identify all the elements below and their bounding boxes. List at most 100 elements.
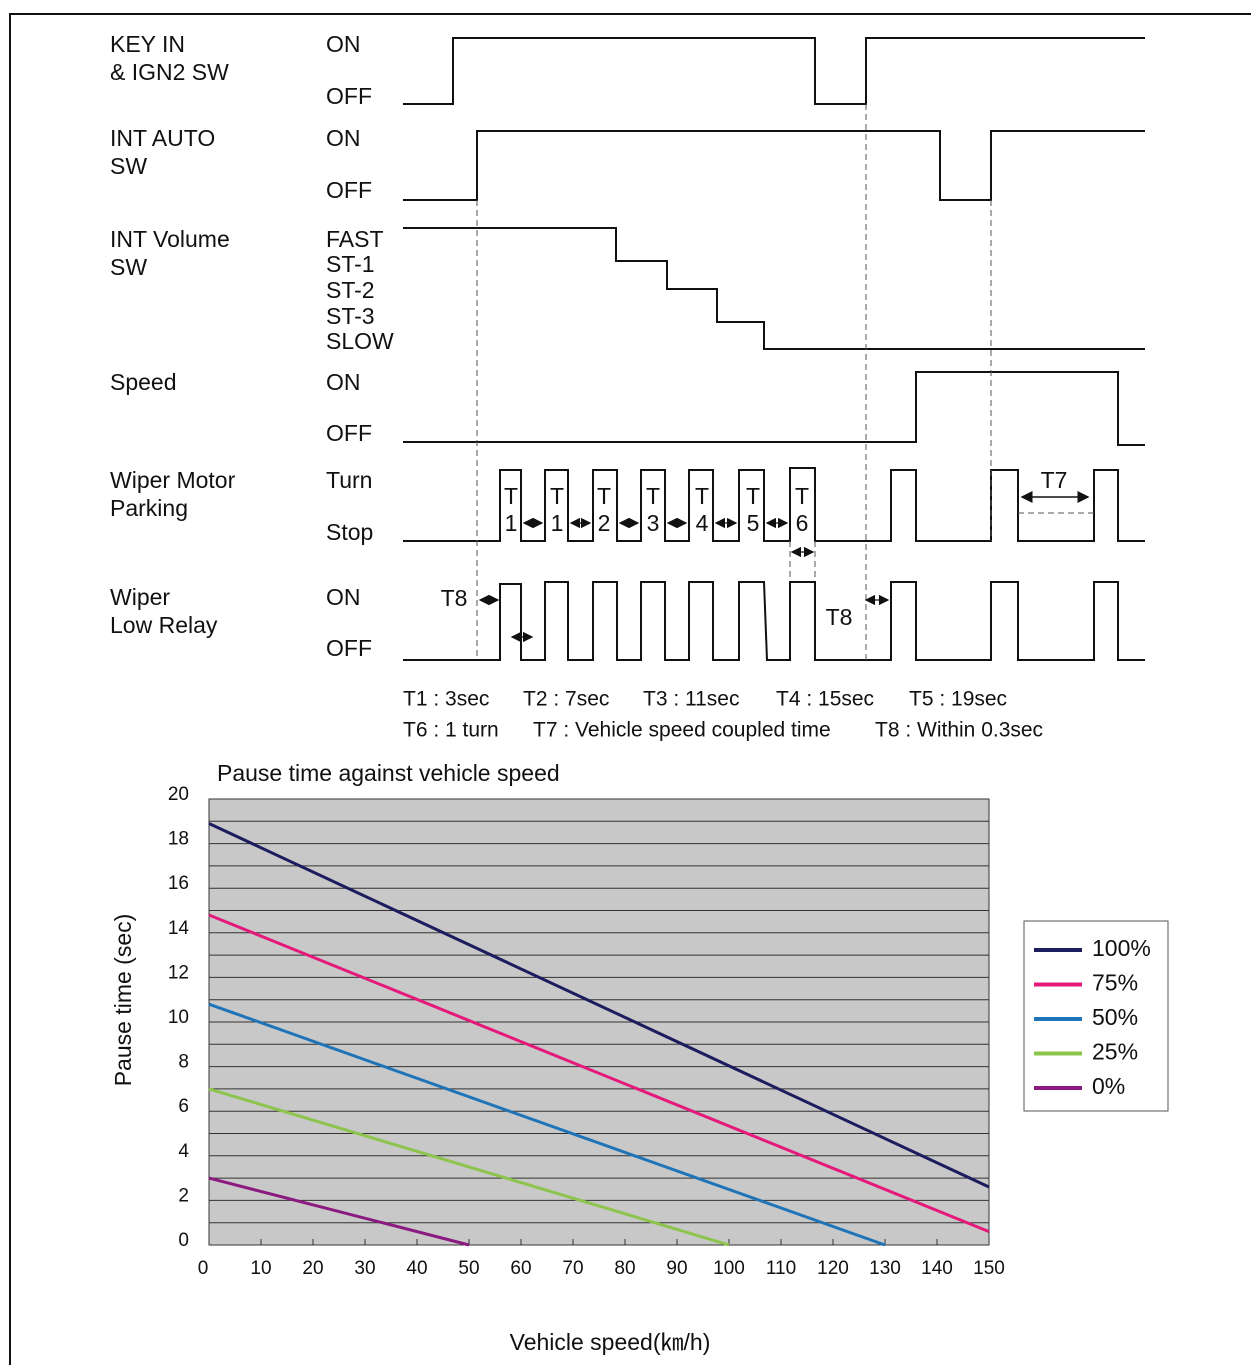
legend-label: 50% <box>1092 1004 1138 1030</box>
signal-state: OFF <box>326 635 372 661</box>
legend <box>1023 920 1169 1112</box>
y-tick-label: 6 <box>178 1096 189 1117</box>
signal-state: SLOW <box>326 328 394 354</box>
y-tick-label: 14 <box>168 918 190 939</box>
y-tick-label: 4 <box>178 1141 189 1162</box>
t8-label: T8 <box>826 604 853 630</box>
signal-name: Parking <box>110 495 188 521</box>
x-tick-label: 0 <box>198 1258 209 1279</box>
x-tick-label: 110 <box>766 1258 796 1279</box>
interval-label: T <box>646 483 660 509</box>
signal-name: Speed <box>110 369 177 395</box>
y-axis-label: Pause time (sec) <box>110 914 136 1087</box>
note: T3 : 11sec <box>643 688 740 711</box>
x-tick-label: 40 <box>406 1258 427 1279</box>
series-line <box>208 913 990 1234</box>
signal-state: ST-1 <box>326 251 375 277</box>
signal-state: OFF <box>326 177 372 203</box>
signal-state: OFF <box>326 83 372 109</box>
note: T5 : 19sec <box>909 688 1007 711</box>
signal-name: KEY IN <box>110 31 185 57</box>
interval-label: 1 <box>505 510 518 536</box>
signal-state: ON <box>326 31 361 57</box>
signal-name: SW <box>110 254 147 280</box>
note: T2 : 7sec <box>523 688 609 711</box>
note: T7 : Vehicle speed coupled time <box>533 719 831 742</box>
t8-label: T8 <box>441 585 468 611</box>
series-line <box>208 1002 886 1247</box>
wave-volume <box>403 227 1145 350</box>
signal-name: & IGN2 SW <box>110 59 229 85</box>
signal-name: Low Relay <box>110 612 218 638</box>
signal-state: ST-3 <box>326 303 375 329</box>
y-tick-label: 18 <box>168 829 189 850</box>
series-line <box>208 1087 730 1247</box>
y-tick-label: 8 <box>178 1052 189 1073</box>
signal-state: ON <box>326 369 361 395</box>
x-tick-label: 140 <box>921 1258 953 1279</box>
legend-label: 100% <box>1092 935 1151 961</box>
interval-label: 2 <box>598 510 611 536</box>
legend-label: 25% <box>1092 1039 1138 1065</box>
x-tick-label: 150 <box>973 1258 1005 1279</box>
signal-name: INT AUTO <box>110 125 215 151</box>
note: T8 : Within 0.3sec <box>875 719 1043 742</box>
x-tick-label: 20 <box>302 1258 323 1279</box>
interval-label: T <box>795 483 809 509</box>
x-tick-label: 50 <box>458 1258 479 1279</box>
chart-title: Pause time against vehicle speed <box>217 760 560 786</box>
signal-state: ST-2 <box>326 277 375 303</box>
interval-label: T <box>504 483 518 509</box>
note: T6 : 1 turn <box>403 719 499 742</box>
signal-name: Wiper Motor <box>110 467 236 493</box>
wave-relay <box>403 581 1145 661</box>
signal-name: SW <box>110 153 147 179</box>
x-tick-label: 60 <box>510 1258 531 1279</box>
x-tick-label: 70 <box>562 1258 583 1279</box>
x-tick-label: 120 <box>817 1258 849 1279</box>
interval-label: T <box>695 483 709 509</box>
signal-state: ON <box>326 125 361 151</box>
interval-label: T <box>597 483 611 509</box>
x-axis-label: Vehicle speed(㎞/h) <box>510 1329 711 1355</box>
legend-label: 75% <box>1092 970 1138 996</box>
waveforms <box>403 37 1145 661</box>
interval-label: 5 <box>747 510 760 536</box>
x-tick-label: 30 <box>354 1258 375 1279</box>
wave-int-auto <box>403 130 1145 201</box>
signal-state: ON <box>326 584 361 610</box>
interval-label: 4 <box>696 510 709 536</box>
series-line <box>208 822 990 1189</box>
interval-label: T <box>746 483 760 509</box>
signal-state: FAST <box>326 226 384 252</box>
x-tick-label: 10 <box>250 1258 271 1279</box>
y-tick-label: 12 <box>168 962 189 983</box>
signal-name: INT Volume <box>110 226 230 252</box>
frame <box>9 13 1251 1365</box>
interval-label: 3 <box>647 510 660 536</box>
note: T4 : 15sec <box>776 688 874 711</box>
interval-label: 6 <box>796 510 809 536</box>
y-tick-label: 20 <box>168 784 189 805</box>
signal-name: Wiper <box>110 584 170 610</box>
x-tick-label: 130 <box>869 1258 901 1279</box>
x-tick-label: 80 <box>614 1258 635 1279</box>
interval-label: 1 <box>551 510 564 536</box>
y-tick-label: 2 <box>178 1185 189 1206</box>
wave-parking <box>403 467 1145 542</box>
y-tick-label: 10 <box>168 1007 189 1028</box>
series-line <box>208 1176 470 1247</box>
x-tick-label: 90 <box>666 1258 687 1279</box>
signal-state: Stop <box>326 519 373 545</box>
signal-state: OFF <box>326 420 372 446</box>
interval-label: T <box>550 483 564 509</box>
y-tick-label: 0 <box>178 1230 189 1251</box>
y-tick-label: 16 <box>168 873 189 894</box>
wave-speed <box>403 371 1145 446</box>
signal-state: Turn <box>326 467 372 493</box>
x-tick-label: 100 <box>713 1258 745 1279</box>
wave-key <box>403 37 1145 105</box>
t7-label: T7 <box>1041 467 1068 493</box>
note: T1 : 3sec <box>403 688 489 711</box>
